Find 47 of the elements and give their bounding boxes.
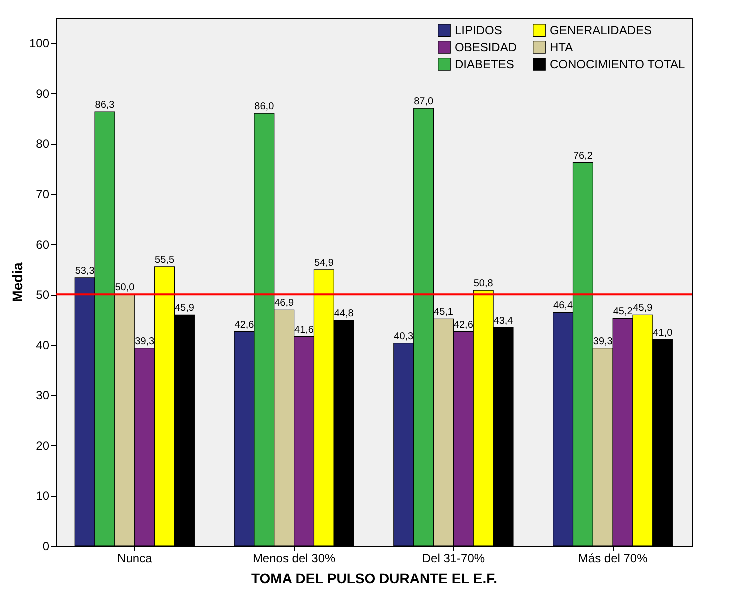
y-tick-label: 50 [36, 288, 50, 302]
data-label: 42,6 [234, 320, 255, 331]
data-label: 50,8 [474, 278, 494, 290]
y-tick-label: 100 [29, 36, 50, 51]
y-tick-label: 80 [36, 137, 50, 152]
y-tick-label: 70 [36, 188, 50, 202]
data-label: 41,0 [653, 328, 674, 339]
data-label: 76,2 [573, 150, 594, 162]
x-tick-label: Menos del 30% [252, 552, 336, 566]
x-tick-label: Más del 70% [578, 552, 648, 566]
legend-label: OBESIDAD [455, 40, 518, 54]
data-label: 39,3 [135, 336, 156, 348]
legend-label: GENERALIDADES [550, 24, 652, 38]
data-label: 46,4 [554, 300, 574, 312]
legend-label: HTA [550, 40, 574, 54]
data-label: 86,0 [254, 102, 275, 113]
legend-label: DIABETES [455, 58, 514, 72]
data-label: 45,1 [434, 307, 454, 318]
data-label: 55,5 [155, 254, 175, 266]
y-axis-title: Media [9, 262, 26, 302]
data-label: 86,3 [95, 100, 116, 112]
data-label: 44,8 [334, 308, 354, 320]
data-label: 45,2 [613, 306, 634, 318]
data-label: 42,6 [454, 320, 474, 331]
y-tick-label: 90 [36, 86, 50, 101]
data-label: 41,6 [294, 324, 314, 336]
data-label: 50,0 [115, 282, 136, 294]
x-axis-title: TOMA DEL PULSO DURANTE EL E.F. [251, 570, 498, 586]
y-tick-label: 0 [42, 540, 50, 554]
data-label: 46,9 [274, 298, 295, 310]
data-label: 43,4 [494, 316, 514, 327]
y-tick-label: 30 [36, 388, 50, 403]
data-label: 87,0 [414, 96, 434, 108]
legend-label: LIPIDOS [455, 24, 502, 38]
x-tick-label: Del 31-70% [422, 552, 486, 566]
y-tick-label: 40 [36, 338, 50, 352]
y-tick-label: 60 [36, 238, 50, 252]
y-tick-label: 10 [36, 489, 50, 504]
data-label: 54,9 [314, 258, 334, 269]
data-label: 39,3 [593, 336, 614, 348]
data-label: 53,3 [75, 266, 96, 277]
data-label: 45,9 [633, 303, 654, 314]
y-tick-label: 20 [36, 438, 50, 453]
legend-label: CONOCIMIENTO TOTAL [550, 58, 686, 72]
data-label: 45,9 [174, 303, 195, 314]
x-tick-label: Nunca [118, 552, 153, 566]
data-label: 40,3 [394, 331, 414, 342]
